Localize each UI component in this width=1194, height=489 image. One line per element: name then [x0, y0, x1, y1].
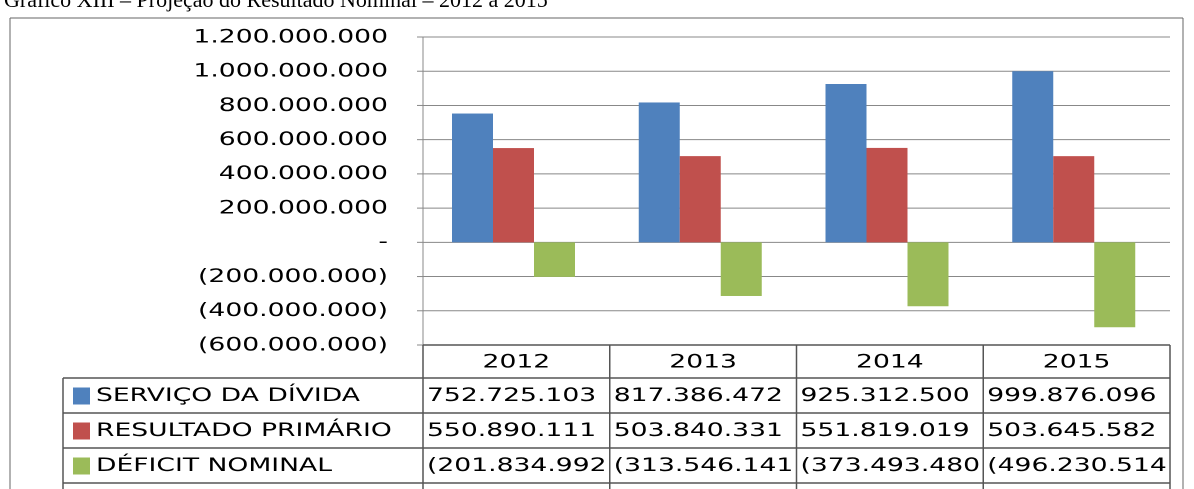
table-cell: 503.645.582: [987, 419, 1156, 440]
table-value: 551.819.019: [801, 419, 970, 440]
bar: [720, 242, 762, 296]
legend-swatch: [73, 387, 90, 405]
y-tick-label: 1.200.000.000: [193, 26, 388, 47]
table-value: 550.890.111: [427, 419, 596, 440]
table-value: (313.546.141: [614, 454, 794, 475]
table-value: 925.312.500: [801, 384, 970, 405]
table-cell: (496.230.514: [987, 454, 1167, 475]
y-tick-label: 600.000.000: [219, 129, 388, 150]
bar: [907, 242, 949, 307]
y-tick-label: 1.000.000.000: [193, 60, 388, 81]
table-value: (373.493.480: [801, 454, 981, 475]
table-cell: 925.312.500: [801, 384, 970, 405]
table-cell: (373.493.480: [801, 454, 981, 475]
table-cell: 550.890.111: [427, 419, 596, 440]
bar: [534, 242, 575, 277]
table-value: 503.840.331: [614, 419, 783, 440]
bar: [493, 148, 534, 243]
bar: [638, 102, 680, 243]
bar: [679, 156, 721, 243]
table-value: 503.645.582: [987, 419, 1156, 440]
table-value: 817.386.472: [614, 384, 783, 405]
y-tick-label: 400.000.000: [219, 163, 388, 184]
y-tick-label: (400.000.000): [198, 300, 388, 321]
bar: [1012, 71, 1054, 243]
table-cell: (201.834.992: [427, 454, 607, 475]
x-tick-label: 2015: [1043, 351, 1111, 372]
x-tick-label: 2013: [669, 351, 737, 372]
chart-title: Gráfico XIII – Projeção do Resultado Nom…: [4, 0, 548, 12]
bar: [1094, 242, 1136, 328]
bar: [825, 84, 867, 243]
y-tick-label: 200.000.000: [219, 197, 388, 218]
table-cell: 551.819.019: [801, 419, 970, 440]
x-tick-label: 2012: [483, 351, 551, 372]
table-value: 999.876.096: [987, 384, 1156, 405]
legend-label: RESULTADO PRIMÁRIO: [96, 418, 392, 441]
legend-swatch: [73, 422, 90, 440]
y-tick-label: -: [378, 231, 388, 252]
legend-swatch: [73, 457, 90, 475]
table-value: 752.725.103: [427, 384, 596, 405]
table-value: (496.230.514: [987, 454, 1167, 475]
legend-label: SERVIÇO DA DÍVIDA: [96, 383, 360, 406]
bar: [452, 113, 493, 243]
legend-label: DÉFICIT NOMINAL: [96, 453, 332, 476]
y-tick-label: 800.000.000: [219, 94, 388, 115]
y-tick-label: (200.000.000): [198, 265, 388, 286]
y-tick-label: (600.000.000): [198, 334, 388, 355]
table-value: (201.834.992: [427, 454, 607, 475]
table-cell: 999.876.096: [987, 384, 1156, 405]
table-cell: 817.386.472: [614, 384, 783, 405]
bar: [866, 147, 908, 243]
table-cell: 503.840.331: [614, 419, 783, 440]
x-tick-label: 2014: [856, 351, 924, 372]
bar: [1053, 156, 1095, 243]
table-cell: (313.546.141: [614, 454, 794, 475]
table-cell: 752.725.103: [427, 384, 596, 405]
